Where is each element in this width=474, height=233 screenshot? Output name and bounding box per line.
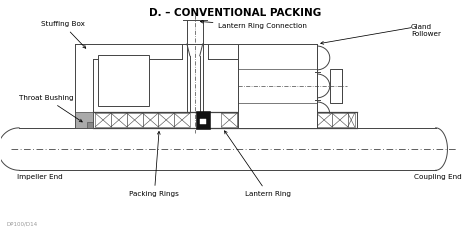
- Text: Throat Bushing: Throat Bushing: [19, 95, 82, 122]
- Bar: [284, 113, 301, 127]
- Bar: [111, 113, 127, 127]
- Bar: [238, 44, 317, 128]
- Bar: [75, 112, 93, 128]
- Text: Lantern Ring: Lantern Ring: [225, 131, 291, 197]
- Text: Stuffing Box: Stuffing Box: [41, 21, 86, 48]
- Text: D. – CONVENTIONAL PACKING: D. – CONVENTIONAL PACKING: [149, 8, 321, 18]
- Bar: [221, 113, 237, 127]
- Bar: [332, 113, 348, 127]
- Text: Coupling End: Coupling End: [414, 174, 462, 180]
- Bar: [158, 113, 174, 127]
- Bar: [98, 55, 149, 106]
- Bar: [95, 113, 111, 127]
- Bar: [330, 69, 342, 103]
- Bar: [143, 113, 158, 127]
- Bar: [87, 122, 93, 128]
- Bar: [174, 113, 190, 127]
- Bar: [127, 113, 143, 127]
- Text: Lantern Ring Connection: Lantern Ring Connection: [201, 20, 307, 29]
- Text: Impeller End: Impeller End: [17, 174, 63, 180]
- Bar: [301, 113, 316, 127]
- Bar: [196, 111, 210, 129]
- Text: Gland
Follower: Gland Follower: [411, 24, 441, 37]
- Bar: [253, 113, 269, 127]
- Text: DP100/D14: DP100/D14: [6, 222, 37, 226]
- Bar: [200, 119, 206, 124]
- Bar: [348, 113, 355, 127]
- Bar: [269, 113, 284, 127]
- Bar: [237, 113, 253, 127]
- Text: Packing Rings: Packing Rings: [129, 131, 179, 197]
- Bar: [316, 113, 332, 127]
